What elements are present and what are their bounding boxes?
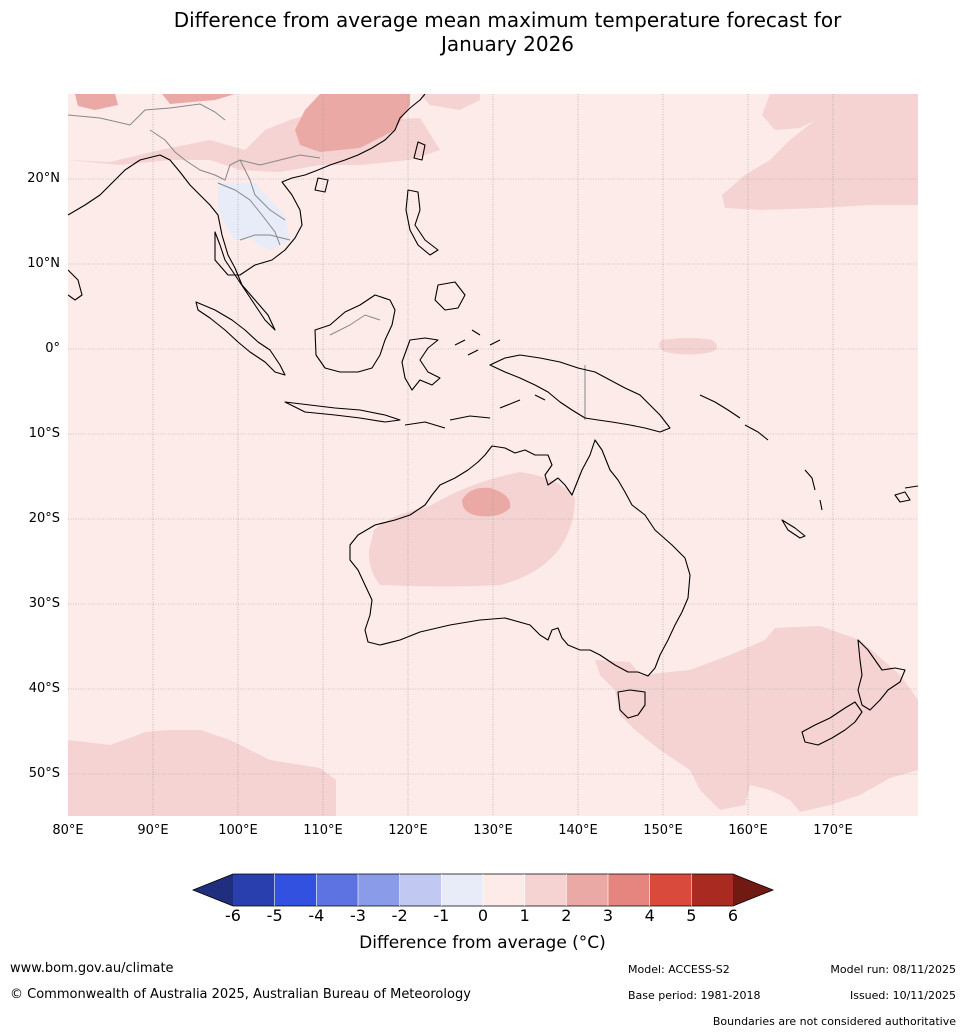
- java-coast: [284, 401, 401, 423]
- country-borders: [68, 103, 586, 420]
- colorbar-tick-label: 5: [686, 906, 697, 925]
- mindanao-coast: [434, 281, 466, 311]
- lon-label-110e: 110°E: [303, 823, 343, 838]
- colorbar-extend-low: [193, 874, 233, 906]
- base-period: Base period: 1981-2018: [628, 989, 761, 1002]
- colorbar-outline: [191, 873, 775, 907]
- lat-label-10s: 10°S: [28, 426, 60, 441]
- mainland-asia-coast: [68, 94, 426, 331]
- lat-label-0: 0°: [45, 341, 60, 356]
- vanuatu-islands: [804, 469, 823, 511]
- sumatra-coast: [195, 301, 286, 376]
- new-caledonia-coast: [781, 519, 806, 539]
- graticule: [68, 94, 918, 816]
- lon-label-140e: 140°E: [558, 823, 598, 838]
- lat-label-30s: 30°S: [28, 596, 60, 611]
- lon-label-160e: 160°E: [728, 823, 768, 838]
- sulawesi-coast: [401, 337, 441, 391]
- colorbar-tick-label: 4: [644, 906, 655, 925]
- colorbar-tick-label: -2: [391, 906, 408, 925]
- colorbar-tick-label: -4: [308, 906, 325, 925]
- lon-label-120e: 120°E: [388, 823, 428, 838]
- lon-label-130e: 130°E: [473, 823, 513, 838]
- fiji-islands: [894, 485, 918, 503]
- colorbar-segment: [233, 874, 276, 906]
- colorbar-tick-label: -5: [266, 906, 283, 925]
- lon-label-90e: 90°E: [137, 823, 169, 838]
- colorbar-segment: [566, 874, 609, 906]
- copyright-text: © Commonwealth of Australia 2025, Austra…: [10, 987, 471, 1002]
- boundaries-disclaimer: Boundaries are not considered authoritat…: [712, 1015, 956, 1028]
- colorbar-segment: [274, 874, 317, 906]
- colorbar-extend-high: [733, 874, 773, 906]
- issued-date: Issued: 10/11/2025: [849, 989, 956, 1002]
- lon-label-80e: 80°E: [52, 823, 84, 838]
- colorbar-segment: [649, 874, 692, 906]
- colorbar-segment: [483, 874, 526, 906]
- lesser-sunda-islands: [404, 394, 546, 429]
- luzon-coast: [405, 189, 439, 256]
- title-line-2: January 2026: [440, 32, 575, 56]
- lat-label-20n: 20°N: [27, 171, 60, 186]
- lat-label-40s: 40°S: [28, 681, 60, 696]
- colorbar-segment: [524, 874, 567, 906]
- hainan-coast: [314, 177, 329, 193]
- colorbar-segment: [358, 874, 401, 906]
- colorbar-segment: [399, 874, 442, 906]
- india-coast: [68, 269, 83, 301]
- anomaly-region-north-asia: [68, 94, 918, 172]
- taiwan-coast: [413, 141, 426, 161]
- colorbar-tick-label: 6: [727, 906, 739, 925]
- model-name: Model: ACCESS-S2: [628, 963, 730, 976]
- anomaly-region-southern-ocean: [68, 730, 336, 816]
- anomaly-region-china: [295, 94, 410, 152]
- chart-title: Difference from average mean maximum tem…: [0, 8, 965, 56]
- lon-label-170e: 170°E: [813, 823, 853, 838]
- title-line-1: Difference from average mean maximum tem…: [173, 8, 842, 32]
- colorbar-segment: [608, 874, 651, 906]
- model-run-date: Model run: 08/11/2025: [830, 963, 956, 976]
- colorbar-segment: [316, 874, 359, 906]
- colorbar-tick-label: 1: [519, 906, 530, 925]
- colorbar-tick-label: 3: [602, 906, 614, 925]
- colorbar-tick-label: -3: [350, 906, 366, 925]
- website-link[interactable]: www.bom.gov.au/climate: [10, 961, 174, 976]
- lat-label-10n: 10°N: [27, 256, 60, 271]
- anomaly-region-north-pacific: [722, 94, 918, 210]
- new-zealand-south-coast: [801, 701, 863, 746]
- lon-label-100e: 100°E: [218, 823, 258, 838]
- anomaly-region-indochina-cool: [218, 183, 290, 250]
- coastlines: [68, 94, 918, 746]
- lat-label-50s: 50°S: [28, 766, 60, 781]
- anomaly-region-tasman: [595, 626, 918, 812]
- colorbar-tick-label: 2: [561, 906, 572, 925]
- lat-label-20s: 20°S: [28, 511, 60, 526]
- colorbar-segment: [441, 874, 484, 906]
- anomaly-region-himalaya: [75, 94, 235, 110]
- new-zealand-north-coast: [857, 639, 906, 711]
- colorbar-tick-label: -1: [433, 906, 450, 925]
- moluccas-islands: [454, 329, 501, 356]
- new-guinea-coast: [489, 354, 671, 433]
- solomon-islands: [699, 394, 769, 441]
- borneo-coast: [314, 294, 396, 373]
- colorbar-tick-label: 0: [477, 906, 489, 925]
- colorbar-tick-label: -6: [225, 906, 241, 925]
- anomaly-region-australia: [368, 472, 575, 587]
- australia-coast: [349, 439, 691, 677]
- colorbar-segment: [691, 874, 734, 906]
- anomaly-region-equator-pacific: [659, 338, 717, 355]
- tasmania-coast: [617, 689, 646, 719]
- lon-label-150e: 150°E: [643, 823, 683, 838]
- anomaly-region-kimberley: [462, 487, 511, 517]
- colorbar-label: Difference from average (°C): [359, 933, 606, 953]
